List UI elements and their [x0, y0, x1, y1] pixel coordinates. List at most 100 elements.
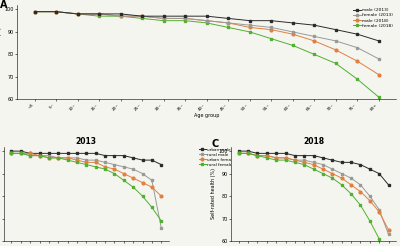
male (2018): [32, 10, 37, 13]
urban female: [236, 152, 241, 155]
rural female: [321, 172, 326, 175]
rural male: [339, 172, 344, 175]
male (2013): [355, 33, 360, 36]
rural female: [377, 237, 382, 240]
rural male: [9, 152, 14, 155]
Line: female (2013): female (2013): [33, 10, 380, 60]
urban female: [255, 154, 260, 157]
rural female: [121, 179, 126, 182]
male (2013): [118, 13, 123, 15]
male (2018): [247, 26, 252, 29]
urban male: [121, 154, 126, 157]
urban female: [274, 156, 279, 159]
urban female: [358, 190, 363, 193]
urban male: [93, 152, 98, 155]
male (2018): [333, 48, 338, 51]
female (2013): [75, 13, 80, 15]
Title: 2018: 2018: [303, 137, 324, 146]
urban female: [150, 186, 154, 189]
male (2018): [312, 39, 317, 42]
male (2018): [140, 15, 144, 18]
rural male: [112, 163, 117, 166]
female (2018): [75, 13, 80, 15]
urban female: [103, 165, 108, 168]
male (2013): [290, 21, 295, 24]
Y-axis label: Self-rated health (%): Self-rated health (%): [211, 168, 216, 219]
urban female: [321, 168, 326, 170]
female (2018): [376, 96, 381, 99]
urban male: [311, 154, 316, 157]
rural female: [150, 206, 154, 209]
male (2018): [204, 19, 209, 22]
female (2018): [312, 53, 317, 56]
female (2018): [140, 17, 144, 20]
rural male: [236, 152, 241, 155]
urban male: [274, 152, 279, 155]
urban female: [349, 183, 354, 186]
urban female: [121, 172, 126, 175]
female (2018): [204, 21, 209, 24]
Line: male (2018): male (2018): [33, 10, 380, 76]
male (2013): [247, 19, 252, 22]
urban female: [18, 152, 23, 155]
rural male: [264, 154, 269, 157]
male (2013): [312, 24, 317, 27]
urban male: [74, 152, 79, 155]
urban female: [140, 181, 145, 184]
urban male: [84, 152, 89, 155]
male (2013): [376, 39, 381, 42]
rural male: [274, 156, 279, 159]
rural female: [74, 161, 79, 164]
urban female: [9, 152, 14, 155]
female (2018): [118, 15, 123, 18]
rural male: [140, 172, 145, 175]
rural female: [112, 172, 117, 175]
urban male: [140, 159, 145, 162]
rural male: [246, 152, 250, 155]
urban male: [292, 154, 297, 157]
male (2013): [269, 19, 274, 22]
rural male: [150, 179, 154, 182]
urban female: [367, 199, 372, 202]
male (2013): [161, 15, 166, 18]
rural male: [386, 233, 391, 236]
urban male: [46, 152, 51, 155]
rural female: [292, 161, 297, 164]
female (2013): [97, 13, 102, 15]
rural female: [236, 152, 241, 155]
Line: urban female: urban female: [10, 152, 163, 198]
male (2013): [97, 13, 102, 15]
urban female: [302, 161, 307, 164]
urban male: [9, 150, 14, 153]
rural female: [46, 156, 51, 159]
urban male: [367, 168, 372, 170]
female (2013): [32, 10, 37, 13]
female (2018): [247, 31, 252, 33]
rural female: [358, 204, 363, 207]
male (2013): [140, 15, 144, 18]
urban male: [302, 154, 307, 157]
urban female: [131, 177, 136, 180]
rural male: [292, 159, 297, 162]
rural male: [56, 156, 61, 159]
urban male: [283, 152, 288, 155]
female (2018): [269, 37, 274, 40]
rural male: [103, 161, 108, 164]
female (2013): [183, 17, 188, 20]
urban male: [150, 159, 154, 162]
female (2018): [290, 44, 295, 47]
rural male: [330, 168, 335, 170]
male (2018): [269, 28, 274, 31]
urban female: [339, 177, 344, 180]
female (2018): [355, 78, 360, 81]
urban male: [246, 150, 250, 153]
male (2013): [183, 15, 188, 18]
rural female: [349, 192, 354, 195]
urban male: [37, 152, 42, 155]
female (2013): [118, 15, 123, 18]
urban male: [236, 150, 241, 153]
female (2018): [161, 19, 166, 22]
female (2013): [355, 46, 360, 49]
rural male: [46, 154, 51, 157]
urban female: [46, 156, 51, 159]
